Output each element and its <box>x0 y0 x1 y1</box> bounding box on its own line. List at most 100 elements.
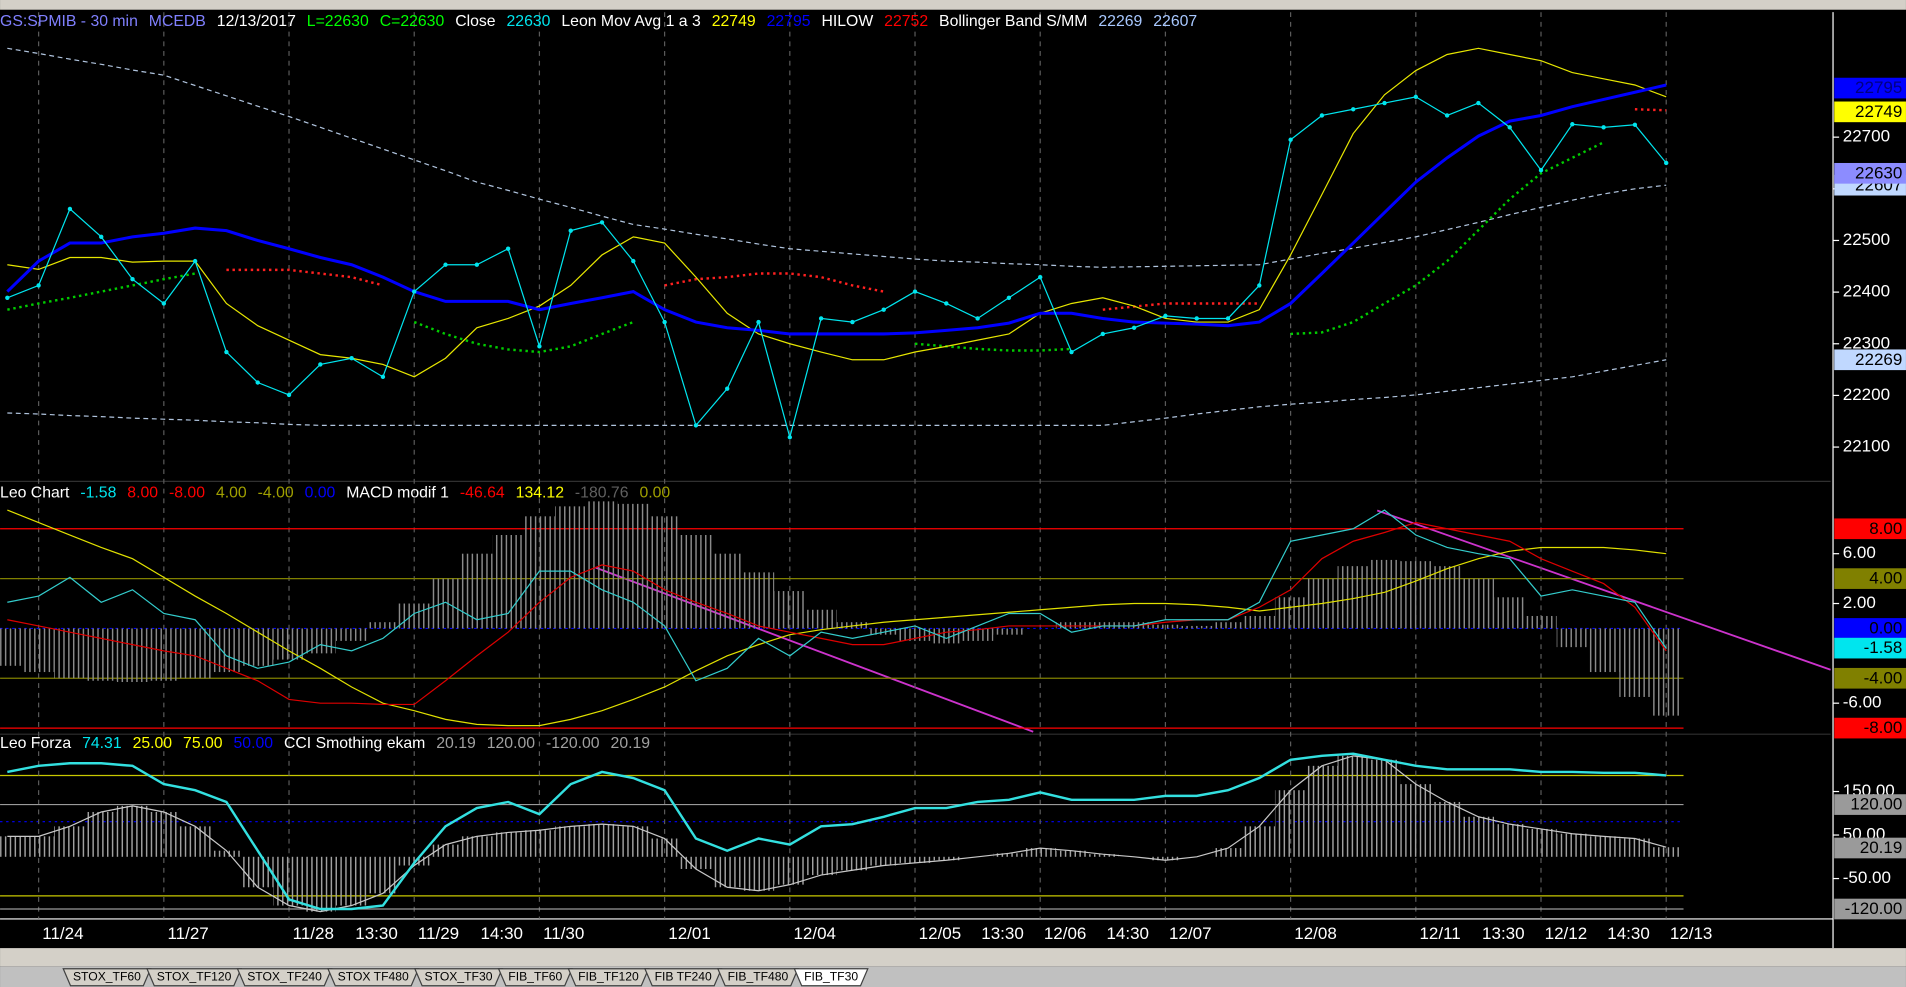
pane-header-item: 0.00 <box>639 485 670 502</box>
series-point <box>1570 122 1575 127</box>
histogram-bar <box>1055 622 1088 629</box>
pane-header-item: Bollinger Band S/MM <box>939 13 1087 30</box>
plot-area <box>0 12 1684 919</box>
pane-header-item: -8.00 <box>169 485 205 502</box>
tab-shape <box>567 968 650 987</box>
value-tag-label: 0.00 <box>1869 619 1902 638</box>
series-point <box>1351 107 1356 112</box>
pane-header-item: CCI Smothing ekam <box>284 735 425 752</box>
series-line <box>7 96 1667 440</box>
series-point <box>443 262 448 267</box>
pane-header-item: -120.00 <box>546 735 600 752</box>
tab[interactable]: STOX TF480 <box>327 968 420 987</box>
histogram-bar <box>54 628 86 679</box>
tab[interactable]: STOX_TF30 <box>413 968 504 987</box>
histogram-bar <box>1087 854 1119 857</box>
tab-shape <box>793 968 869 987</box>
histogram-bar <box>1243 826 1275 857</box>
pane-header-item: 12/13/2017 <box>217 13 296 30</box>
tab-shape <box>497 968 573 987</box>
series-point <box>1601 125 1606 130</box>
histogram-bar <box>1149 624 1182 629</box>
y-tick-label: 22100 <box>1843 437 1890 456</box>
scrollbar[interactable] <box>0 948 1906 967</box>
tab[interactable]: FIB_TF120 <box>567 968 650 987</box>
pane-header-item: 4.00 <box>216 485 247 502</box>
value-tag-label: -4.00 <box>1864 668 1903 687</box>
value-tag <box>1834 637 1906 659</box>
value-tag <box>1834 349 1906 371</box>
tab[interactable]: FIB_TF480 <box>716 968 799 987</box>
tab-shape <box>716 968 799 987</box>
value-tag <box>1834 794 1906 815</box>
histogram-bar <box>429 578 462 629</box>
series-point <box>1225 316 1231 321</box>
series-point <box>850 319 855 325</box>
histogram-bar <box>586 824 618 857</box>
tab[interactable]: STOX_TF240 <box>236 968 333 987</box>
series-point <box>1538 168 1544 173</box>
histogram-bar <box>179 628 211 679</box>
pane-header-item: 74.31 <box>82 735 122 752</box>
histogram-bar <box>899 628 931 641</box>
x-tick-label: 12/13 <box>1670 924 1713 943</box>
histogram-bar <box>116 628 149 683</box>
pane-header-item: MCEDB <box>149 13 206 30</box>
series-line <box>7 359 1667 426</box>
histogram-bar <box>1055 850 1088 857</box>
pane-header-item: MACD modif 1 <box>346 485 449 502</box>
value-tag <box>1834 717 1906 739</box>
pane-header-item: 75.00 <box>183 735 223 752</box>
histogram-bar <box>1306 765 1338 857</box>
pane-header-item: 134.12 <box>516 485 564 502</box>
tab[interactable]: FIB_TF60 <box>497 968 573 987</box>
pane-header-item: C=22630 <box>380 13 445 30</box>
histogram-bar <box>1650 628 1682 716</box>
tab-label: FIB TF240 <box>655 969 712 983</box>
value-tag-label: 22749 <box>1855 102 1902 121</box>
histogram-bar <box>711 553 743 629</box>
histogram-bar <box>429 844 462 857</box>
series-line <box>7 752 1667 911</box>
value-tag <box>1834 162 1906 184</box>
histogram-bar <box>0 628 23 666</box>
x-tick-label: 12/11 <box>1419 924 1460 943</box>
histogram-bar <box>555 826 587 857</box>
x-tick-label: 13:30 <box>1482 924 1525 943</box>
series-point <box>1664 160 1669 166</box>
value-tag-label: 22630 <box>1855 163 1902 182</box>
histogram-bar <box>1212 848 1244 857</box>
tab[interactable]: STOX_TF120 <box>146 968 243 987</box>
x-tick-label: 12/05 <box>919 924 962 943</box>
y-tick-label: 22200 <box>1843 385 1890 404</box>
histogram-bar <box>367 622 399 629</box>
histogram-bar <box>1274 790 1307 857</box>
toolbar <box>0 0 1906 10</box>
pane-header-item: 22269 <box>1098 13 1142 30</box>
value-tag <box>1834 77 1906 99</box>
tab[interactable]: FIB TF240 <box>643 968 723 987</box>
series-line <box>7 509 1667 727</box>
histogram-bar <box>335 628 368 641</box>
series-point <box>881 307 886 312</box>
tab-label: STOX_TF240 <box>247 969 322 983</box>
histogram-bar <box>1024 848 1056 857</box>
tab[interactable]: FIB_TF30 <box>793 968 869 987</box>
value-tag-label: 4.00 <box>1869 569 1902 588</box>
y-tick-label: -6.00 <box>1843 693 1882 712</box>
series-point <box>1069 349 1074 355</box>
value-tag <box>1834 518 1906 540</box>
histogram-bar <box>774 591 806 629</box>
pane-header-item: 20.19 <box>436 735 476 752</box>
histogram-bar <box>617 826 649 857</box>
series-point <box>474 262 480 267</box>
series-point <box>568 228 573 233</box>
x-tick-label: 13:30 <box>981 924 1024 943</box>
histogram-bar <box>1212 622 1244 629</box>
tab-shape <box>146 968 243 987</box>
value-tag <box>1834 837 1906 859</box>
pane-header-item: 22607 <box>1153 13 1197 30</box>
tab[interactable]: STOX_TF60 <box>62 968 152 987</box>
histogram-bar <box>242 856 274 888</box>
